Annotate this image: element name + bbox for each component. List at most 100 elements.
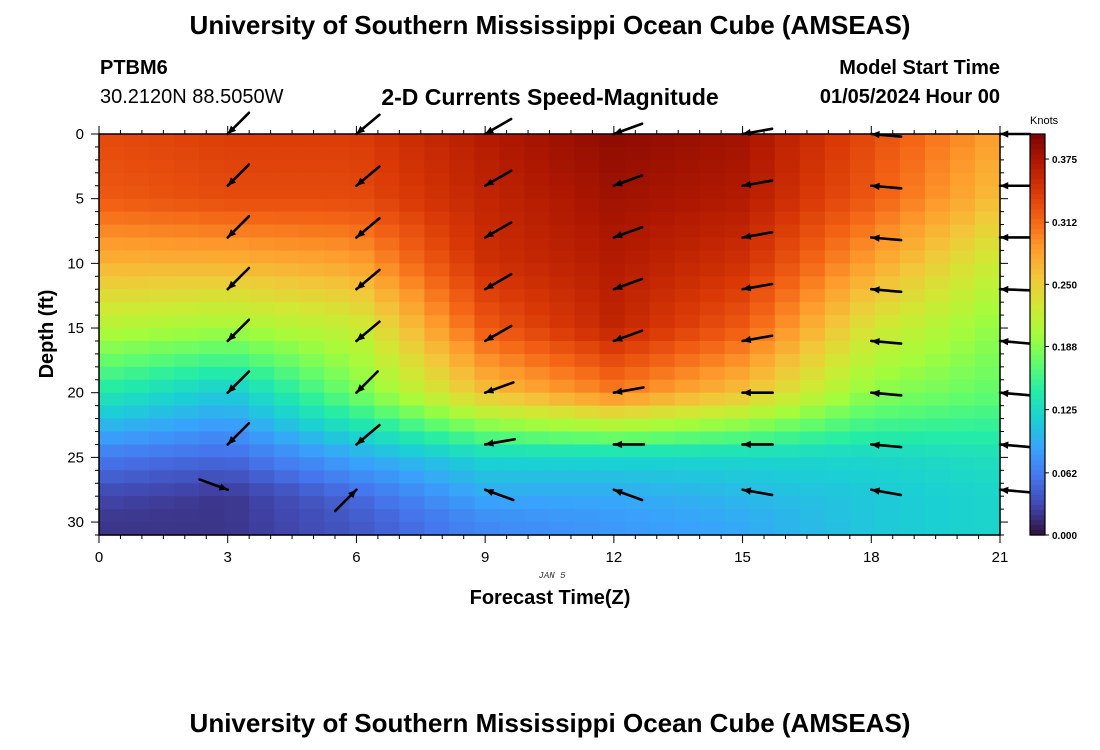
current-vector-arrow: [869, 234, 903, 242]
heatmap-cell: [699, 146, 726, 161]
heatmap-cell: [949, 237, 976, 252]
heatmap-cell: [899, 224, 926, 239]
colorbar-segment: [1030, 399, 1045, 406]
heatmap-cell: [99, 457, 125, 471]
heatmap-cell: [524, 289, 551, 303]
heatmap-cell: [149, 237, 175, 252]
vector-head: [485, 333, 495, 341]
heatmap-cell: [824, 289, 851, 303]
heatmap-cell: [174, 134, 200, 148]
heatmap-cell: [649, 237, 676, 252]
heatmap-cell: [749, 431, 776, 446]
current-vector-arrow: [355, 370, 379, 395]
heatmap-cell: [349, 457, 375, 471]
heatmap-cell: [324, 211, 350, 226]
heatmap-cell: [674, 159, 701, 174]
heatmap-cell: [724, 379, 751, 394]
heatmap-cell: [324, 522, 350, 536]
heatmap-cell: [799, 366, 826, 381]
heatmap-cell: [124, 146, 150, 161]
heatmap-cell: [649, 198, 676, 213]
heatmap-cell: [249, 289, 275, 303]
heatmap-cell: [624, 198, 651, 213]
heatmap-cell: [549, 134, 576, 148]
heatmap-cell: [449, 457, 476, 471]
colorbar-segment: [1030, 274, 1045, 280]
heatmap-cell: [749, 315, 776, 329]
heatmap-cell: [599, 509, 626, 523]
heatmap-cell: [149, 418, 175, 433]
heatmap-cell: [374, 146, 400, 161]
heatmap-cell: [674, 431, 701, 446]
heatmap-cell: [299, 470, 325, 484]
colorbar-segment: [1030, 214, 1045, 220]
heatmap-cell: [524, 457, 551, 471]
heatmap-cell: [699, 250, 726, 264]
heatmap-cell: [249, 302, 275, 316]
heatmap-cell: [149, 470, 175, 484]
heatmap-cell: [699, 379, 726, 394]
heatmap-cell: [599, 340, 626, 355]
heatmap-cell: [449, 211, 476, 226]
heatmap-cell: [649, 509, 676, 523]
heatmap-cell: [449, 146, 476, 161]
heatmap-cell: [224, 302, 250, 316]
heatmap-cell: [149, 159, 175, 174]
heatmap-cell: [699, 418, 726, 433]
heatmap-cell: [199, 340, 225, 355]
vector-head: [485, 489, 495, 496]
colorbar-segment: [1030, 304, 1045, 311]
heatmap-cell: [799, 146, 826, 161]
heatmap-cell: [749, 379, 776, 394]
colorbar-segment: [1030, 239, 1045, 245]
heatmap-cell: [324, 444, 350, 458]
heatmap-cell: [724, 211, 751, 226]
heatmap-cell: [349, 470, 375, 484]
heatmap-cell: [324, 302, 350, 316]
heatmap-cell: [449, 483, 476, 497]
heatmap-cell: [149, 392, 175, 407]
heatmap-cell: [174, 211, 200, 226]
current-vector-arrow: [998, 233, 1032, 242]
heatmap-cell: [699, 366, 726, 381]
y-axis-title: Depth (ft): [36, 290, 58, 379]
colorbar-segment: [1030, 369, 1045, 376]
heatmap-cell: [124, 457, 150, 471]
heatmap-cell: [774, 185, 801, 200]
colorbar-segment: [1030, 469, 1045, 476]
colorbar-segment: [1030, 339, 1045, 346]
colorbar-frame: [1029, 133, 1046, 536]
colorbar-segment: [1030, 514, 1045, 521]
heatmap-cell: [324, 315, 350, 329]
heatmap-cell: [499, 250, 526, 264]
colorbar-segment: [1030, 184, 1045, 190]
heatmap-cell: [599, 392, 626, 407]
heatmap-cell: [149, 405, 175, 420]
heatmap-cell: [849, 392, 876, 407]
heatmap-cell: [499, 522, 526, 536]
heatmap-cell: [774, 276, 801, 290]
heatmap-cell: [324, 457, 350, 471]
heatmap-cell: [724, 340, 751, 355]
heatmap-cell: [899, 470, 926, 484]
heatmap-cell: [874, 315, 901, 329]
current-vector-arrow: [741, 179, 774, 188]
heatmap-cell: [274, 353, 300, 368]
heatmap-cell: [549, 159, 576, 174]
heatmap-cell: [449, 237, 476, 252]
heatmap-cell: [299, 522, 325, 536]
heatmap-cell: [624, 353, 651, 368]
current-vector-arrow: [355, 268, 381, 291]
vector-head: [1000, 338, 1009, 346]
heatmap-cell: [549, 353, 576, 368]
heatmap-cell: [599, 159, 626, 174]
heatmap-cell: [749, 211, 776, 226]
heatmap-cell: [499, 224, 526, 239]
vector-head: [613, 440, 623, 449]
heatmap-cell: [949, 172, 976, 187]
heatmap-cell: [974, 379, 1001, 394]
heatmap-cell: [124, 302, 150, 316]
heatmap-cell: [674, 496, 701, 510]
heatmap-cell: [324, 276, 350, 290]
heatmap-cell: [424, 392, 450, 407]
